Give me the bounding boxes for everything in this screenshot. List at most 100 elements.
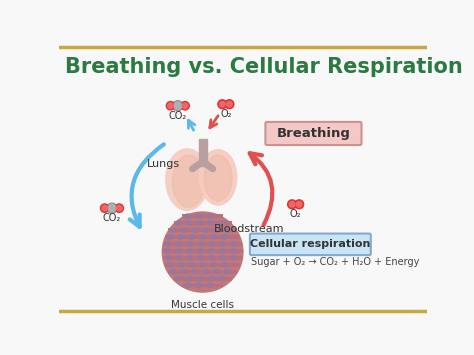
Ellipse shape: [200, 149, 237, 205]
Ellipse shape: [196, 283, 202, 288]
Circle shape: [218, 100, 227, 109]
Circle shape: [289, 202, 295, 207]
Ellipse shape: [221, 262, 228, 267]
Ellipse shape: [164, 248, 171, 253]
Ellipse shape: [209, 242, 215, 246]
Circle shape: [108, 204, 116, 212]
Ellipse shape: [178, 235, 184, 239]
Circle shape: [288, 200, 297, 209]
Ellipse shape: [176, 221, 182, 225]
Ellipse shape: [225, 269, 231, 274]
Ellipse shape: [210, 262, 217, 267]
Ellipse shape: [187, 276, 193, 281]
Ellipse shape: [214, 269, 220, 274]
Ellipse shape: [225, 228, 231, 233]
FancyBboxPatch shape: [168, 228, 237, 232]
Text: Breathing: Breathing: [276, 127, 350, 140]
Ellipse shape: [200, 235, 206, 239]
Ellipse shape: [166, 149, 209, 211]
Ellipse shape: [192, 228, 199, 233]
Bar: [199, 139, 207, 166]
Ellipse shape: [230, 256, 237, 260]
Circle shape: [181, 102, 189, 110]
Ellipse shape: [165, 256, 172, 260]
Circle shape: [117, 205, 122, 211]
Ellipse shape: [198, 256, 204, 260]
Text: O₂: O₂: [290, 209, 301, 219]
Ellipse shape: [210, 235, 217, 239]
Ellipse shape: [175, 248, 182, 253]
Ellipse shape: [176, 276, 182, 281]
Ellipse shape: [165, 242, 172, 246]
Text: CO₂: CO₂: [103, 213, 121, 223]
Ellipse shape: [219, 256, 226, 260]
FancyBboxPatch shape: [173, 221, 232, 225]
FancyBboxPatch shape: [182, 214, 223, 218]
Text: CO₂: CO₂: [169, 111, 187, 121]
Circle shape: [107, 203, 117, 213]
Ellipse shape: [187, 242, 193, 246]
Ellipse shape: [171, 269, 177, 274]
Ellipse shape: [192, 269, 199, 274]
Circle shape: [296, 202, 302, 207]
Circle shape: [168, 103, 173, 109]
Ellipse shape: [221, 235, 228, 239]
Ellipse shape: [187, 221, 193, 225]
Circle shape: [295, 200, 304, 209]
Ellipse shape: [219, 221, 226, 225]
Ellipse shape: [203, 269, 209, 274]
Ellipse shape: [182, 228, 188, 233]
FancyBboxPatch shape: [173, 277, 232, 280]
Ellipse shape: [198, 242, 204, 246]
FancyBboxPatch shape: [163, 256, 242, 260]
FancyBboxPatch shape: [165, 263, 240, 267]
Ellipse shape: [219, 248, 225, 253]
Ellipse shape: [207, 283, 213, 288]
Circle shape: [174, 102, 182, 110]
Ellipse shape: [171, 228, 177, 233]
Ellipse shape: [196, 214, 202, 219]
Ellipse shape: [209, 276, 215, 281]
Circle shape: [227, 102, 232, 107]
Circle shape: [102, 205, 108, 211]
Circle shape: [225, 100, 234, 109]
Text: Lungs: Lungs: [147, 159, 180, 169]
Ellipse shape: [219, 276, 226, 281]
Ellipse shape: [185, 283, 191, 288]
Ellipse shape: [189, 235, 195, 239]
Circle shape: [166, 102, 175, 110]
Ellipse shape: [209, 256, 215, 260]
FancyBboxPatch shape: [162, 249, 243, 253]
FancyArrowPatch shape: [207, 164, 213, 169]
Text: Cellular respiration: Cellular respiration: [250, 239, 371, 249]
Circle shape: [115, 204, 123, 212]
Ellipse shape: [182, 269, 188, 274]
Circle shape: [219, 102, 225, 107]
Ellipse shape: [186, 248, 192, 253]
Circle shape: [162, 212, 243, 292]
Ellipse shape: [230, 248, 236, 253]
Ellipse shape: [204, 155, 232, 201]
Text: Breathing vs. Cellular Respiration: Breathing vs. Cellular Respiration: [65, 57, 463, 77]
Text: Sugar + O₂ → CO₂ + H₂O + Energy: Sugar + O₂ → CO₂ + H₂O + Energy: [251, 257, 420, 267]
FancyBboxPatch shape: [250, 234, 371, 255]
Ellipse shape: [189, 262, 195, 267]
Ellipse shape: [214, 228, 220, 233]
Ellipse shape: [198, 276, 204, 281]
Ellipse shape: [219, 242, 226, 246]
Text: Muscle cells: Muscle cells: [171, 300, 234, 310]
Circle shape: [173, 101, 183, 111]
FancyBboxPatch shape: [163, 242, 242, 246]
FancyBboxPatch shape: [165, 235, 240, 239]
Text: O₂: O₂: [220, 109, 232, 119]
Ellipse shape: [209, 221, 215, 225]
FancyBboxPatch shape: [182, 284, 223, 288]
FancyBboxPatch shape: [168, 270, 237, 274]
Ellipse shape: [167, 235, 173, 239]
FancyArrowPatch shape: [192, 164, 199, 169]
Ellipse shape: [187, 256, 193, 260]
Ellipse shape: [200, 262, 206, 267]
Ellipse shape: [185, 214, 191, 219]
Ellipse shape: [230, 242, 237, 246]
Circle shape: [100, 204, 109, 212]
